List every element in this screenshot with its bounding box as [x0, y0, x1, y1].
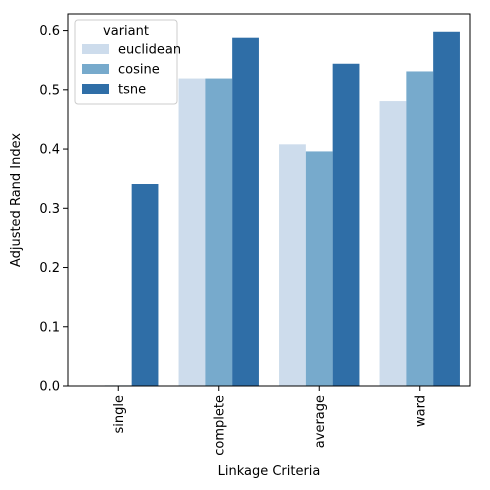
x-tick-label: ward	[413, 395, 428, 427]
legend-swatch-euclidean	[82, 44, 109, 54]
bar-cosine-complete	[205, 78, 233, 386]
x-tick-label: single	[112, 395, 127, 434]
y-ticks: 0.0 0.1 0.2 0.3 0.4 0.5 0.6	[39, 24, 68, 395]
legend-label-euclidean: euclidean	[118, 43, 181, 58]
plot-frame	[67, 13, 471, 387]
x-tick-label: complete	[212, 395, 227, 456]
bar-tsne-single	[131, 184, 159, 386]
bar-euclidean-average	[279, 144, 306, 386]
bar-tsne-average	[332, 63, 360, 386]
bar-cosine-average	[305, 151, 333, 386]
legend-box	[74, 19, 178, 105]
legend-title: variant	[103, 24, 149, 39]
y-axis-label: Adjusted Rand Index	[9, 133, 24, 267]
y-tick-label: 0.5	[39, 83, 60, 98]
bar-euclidean-complete	[178, 78, 206, 386]
y-tick-label: 0.6	[39, 24, 60, 39]
y-tick-label: 0.0	[39, 380, 60, 395]
legend-swatch-tsne	[82, 84, 109, 94]
legend-swatch-cosine	[82, 64, 109, 74]
legend-label-cosine: cosine	[118, 63, 160, 78]
bar-cosine-ward	[406, 71, 434, 387]
bars-group	[104, 31, 460, 387]
y-tick-label: 0.3	[39, 202, 60, 217]
legend-label-tsne: tsne	[118, 83, 146, 98]
x-tick-label: average	[313, 395, 328, 448]
bar-euclidean-ward	[379, 101, 407, 387]
legend: variant euclidean cosine tsne	[74, 19, 181, 105]
y-tick-label: 0.2	[39, 261, 60, 276]
x-axis-label: Linkage Criteria	[218, 464, 321, 479]
y-tick-label: 0.4	[39, 143, 60, 158]
bar-tsne-ward	[433, 31, 460, 387]
y-tick-label: 0.1	[39, 320, 60, 335]
bar-tsne-complete	[232, 37, 259, 386]
x-ticks: single complete average ward	[112, 386, 428, 456]
